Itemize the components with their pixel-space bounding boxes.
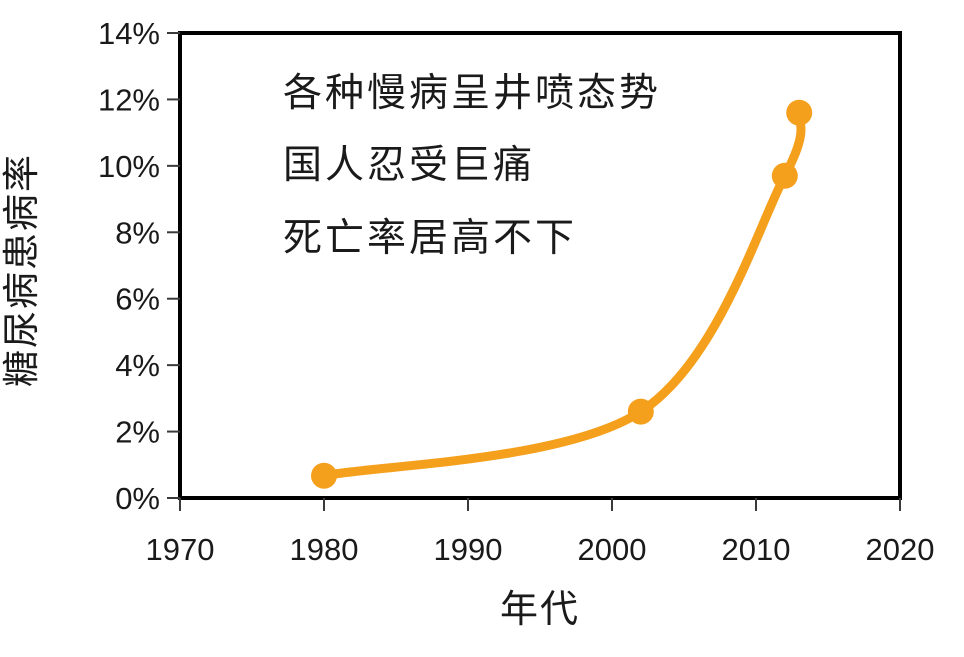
x-tick-label: 2000	[578, 532, 647, 567]
x-tick-label: 1980	[290, 532, 359, 567]
x-tick-label: 2010	[722, 532, 791, 567]
y-tick-label: 4%	[115, 348, 160, 383]
y-axis-title: 糖尿病患病率	[1, 153, 42, 387]
x-tick-label: 2020	[866, 532, 935, 567]
y-tick-label: 12%	[98, 82, 160, 117]
y-tick-label: 8%	[115, 215, 160, 250]
annotation-line-3: 死亡率居高不下	[283, 217, 577, 260]
plot-frame	[178, 31, 902, 500]
data-point-marker	[311, 462, 337, 489]
y-tick-label: 14%	[98, 16, 160, 51]
y-tick-label: 0%	[115, 481, 160, 516]
data-point-marker	[771, 162, 798, 189]
series-line	[319, 108, 806, 481]
x-tick-label: 1990	[434, 532, 503, 567]
annotation-block: 各种慢病呈井喷态势 国人忍受巨痛 死亡率居高不下	[283, 72, 661, 260]
y-tick-label: 2%	[115, 415, 160, 450]
x-tick-label: 1970	[146, 532, 215, 567]
data-point-marker	[786, 99, 813, 126]
data-series	[311, 99, 813, 489]
annotation-line-2: 国人忍受巨痛	[283, 144, 535, 187]
x-axis-title: 年代	[500, 589, 580, 631]
plot-border	[178, 31, 902, 500]
y-tick-label: 6%	[115, 282, 160, 317]
y-tick-label: 10%	[98, 149, 160, 184]
y-axis: 0% 2% 4% 6% 8% 10% 12% 14%	[98, 16, 180, 516]
annotation-line-1: 各种慢病呈井喷态势	[283, 72, 661, 115]
x-axis: 1970 1980 1990 2000 2010 2020	[146, 498, 935, 567]
data-point-marker	[627, 398, 654, 425]
